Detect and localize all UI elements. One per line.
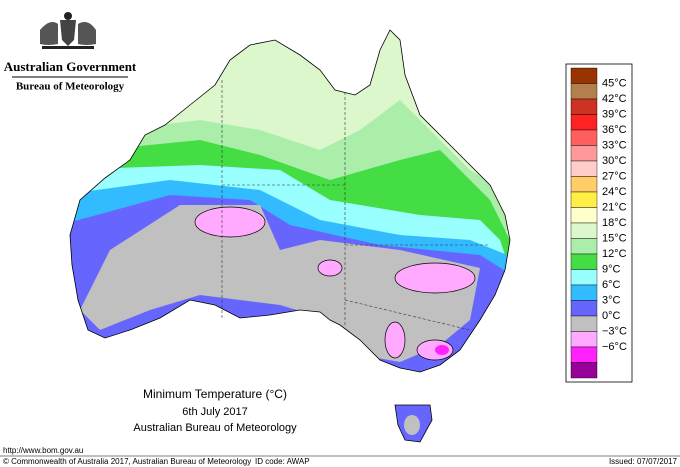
legend-swatch: [570, 191, 598, 208]
legend-label: 27°C: [602, 170, 627, 182]
coastline: [69, 29, 511, 443]
legend-label: 3°C: [602, 294, 621, 306]
legend-label: −6°C: [602, 341, 627, 353]
map-source: Australian Bureau of Meteorology: [133, 422, 297, 434]
legend-swatch: [570, 315, 598, 332]
legend-swatch: [570, 98, 598, 115]
legend-label: 39°C: [602, 108, 627, 120]
legend: 45°C 42°C 39°C 36°C 33°C 30°C 27°C 24°C 21°C 18°C…: [565, 63, 633, 383]
legend-swatch: [570, 331, 598, 348]
legend-swatch: [570, 83, 598, 100]
legend-swatch: [570, 160, 598, 177]
legend-swatch: [570, 300, 598, 317]
map-date: 6th July 2017: [182, 406, 247, 418]
legend-swatch: [570, 207, 598, 224]
legend-swatch: [570, 253, 598, 270]
footer-url: http://www.bom.gov.au: [3, 446, 83, 455]
government-name: Australian Government: [4, 59, 137, 74]
legend-swatch: [570, 362, 598, 379]
legend-swatch: [570, 222, 598, 239]
legend-label: 36°C: [602, 124, 627, 136]
legend-swatch: [570, 129, 598, 146]
legend-swatch: [570, 269, 598, 286]
legend-swatch: [570, 145, 598, 162]
legend-label: 9°C: [602, 263, 621, 275]
legend-label: 15°C: [602, 232, 627, 244]
state-borders: [221, 80, 490, 331]
footer-copyright: © Commonwealth of Australia 2017, Austra…: [3, 457, 251, 466]
legend-swatch: [570, 67, 598, 84]
map-title: Minimum Temperature (°C): [143, 387, 287, 401]
legend-label: 12°C: [602, 248, 627, 260]
legend-label: 6°C: [602, 279, 621, 291]
legend-label: 33°C: [602, 139, 627, 151]
agency-name: Bureau of Meteorology: [16, 81, 125, 93]
footer-issued: Issued: 07/07/2017: [609, 457, 678, 466]
legend-label: 18°C: [602, 217, 627, 229]
legend-label: 24°C: [602, 186, 627, 198]
legend-label: 45°C: [602, 77, 627, 89]
legend-swatch: [570, 114, 598, 131]
legend-swatch: [570, 346, 598, 363]
legend-swatch: [570, 284, 598, 301]
legend-swatch: [570, 238, 598, 255]
footer-id: ID code: AWAP: [255, 457, 310, 466]
legend-label: 30°C: [602, 155, 627, 167]
legend-label: 21°C: [602, 201, 627, 213]
legend-label: 42°C: [602, 93, 627, 105]
legend-label: −3°C: [602, 325, 627, 337]
emblem: [40, 12, 96, 49]
legend-swatch: [570, 176, 598, 193]
legend-label: 0°C: [602, 310, 621, 322]
